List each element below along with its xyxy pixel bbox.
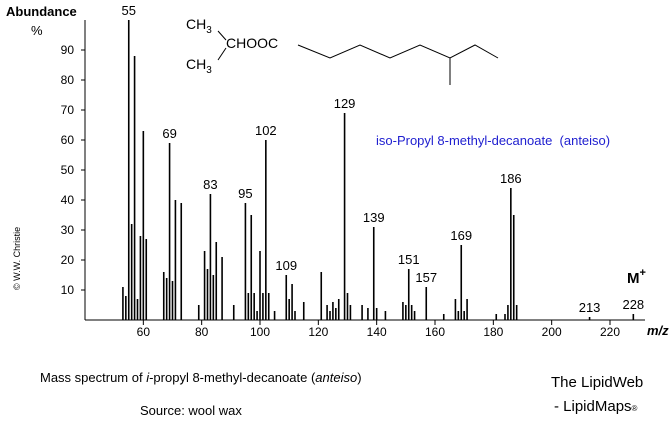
x-tick-label: 140 — [367, 325, 387, 339]
ion-label: M+ — [627, 267, 646, 287]
credit-1: The LipidWeb — [551, 374, 643, 391]
y-axis-label: Abundance — [6, 4, 77, 19]
x-tick-label: 160 — [425, 325, 445, 339]
peak-label: 102 — [255, 123, 277, 138]
peak-label: 83 — [203, 177, 217, 192]
x-tick-label: 120 — [308, 325, 328, 339]
c4: ) — [357, 370, 361, 385]
y-tick-label: 20 — [61, 253, 75, 267]
c2: -propyl 8-methyl-decanoate ( — [149, 370, 316, 385]
c0: Mass spectrum of — [40, 370, 146, 385]
x-tick-label: 60 — [137, 325, 151, 339]
x-axis-label: m/z — [647, 323, 669, 338]
lipidmaps: - LipidMaps — [554, 398, 632, 415]
peak-label: 55 — [122, 3, 136, 18]
copyright: © W.W. Christie — [12, 227, 22, 290]
bond — [217, 47, 227, 61]
ch: CH — [186, 16, 206, 32]
reg: ® — [632, 404, 638, 413]
source: Source: wool wax — [140, 403, 242, 418]
ester: CHOOC — [226, 35, 278, 51]
x-tick-label: 80 — [195, 325, 209, 339]
ion-m: M — [627, 270, 640, 287]
peak-label: 95 — [238, 186, 252, 201]
sub: 3 — [206, 25, 212, 36]
peak-label: 151 — [398, 252, 420, 267]
y-tick-label: 30 — [61, 223, 75, 237]
c1: i — [146, 370, 150, 385]
chain — [297, 44, 499, 59]
c3: anteiso — [315, 370, 357, 385]
y-tick-label: 90 — [61, 43, 75, 57]
methyl-1: CH3 — [186, 16, 212, 36]
x-tick-label: 100 — [250, 325, 270, 339]
peak-label: 139 — [363, 210, 385, 225]
y-tick-label: 70 — [61, 103, 75, 117]
peak-label: 228 — [622, 297, 644, 312]
y-tick-label: 60 — [61, 133, 75, 147]
peak-label: 186 — [500, 171, 522, 186]
x-tick-label: 180 — [483, 325, 503, 339]
y-tick-label: 10 — [61, 283, 75, 297]
credit-2: - LipidMaps® — [554, 398, 638, 415]
y-tick-label: 40 — [61, 193, 75, 207]
y-tick-label: 50 — [61, 163, 75, 177]
peak-label: 157 — [415, 270, 437, 285]
peak-label: 109 — [275, 258, 297, 273]
peak-label: 169 — [450, 228, 472, 243]
peak-label: 213 — [579, 300, 601, 315]
bond — [217, 30, 227, 41]
y-tick-label: 80 — [61, 73, 75, 87]
peak-label: 129 — [334, 96, 356, 111]
compound-title: iso-Propyl 8-methyl-decanoate (anteiso) — [376, 133, 610, 148]
sub: 3 — [206, 65, 212, 76]
peak-label: 69 — [162, 126, 176, 141]
methyl-2: CH3 — [186, 56, 212, 76]
y-unit: % — [31, 23, 43, 38]
ion-charge: + — [640, 267, 646, 279]
caption: Mass spectrum of i-propyl 8-methyl-decan… — [40, 370, 362, 385]
x-tick-label: 200 — [542, 325, 562, 339]
ch: CH — [186, 56, 206, 72]
x-tick-label: 220 — [600, 325, 620, 339]
